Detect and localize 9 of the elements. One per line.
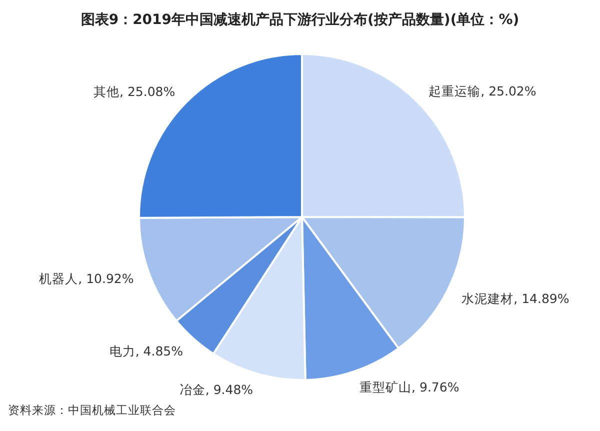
slice-label: 机器人, 10.92% <box>39 271 134 286</box>
slice-label: 冶金, 9.48% <box>179 382 254 398</box>
text: 资料来源：中国机械工业联合会 <box>8 403 176 417</box>
slice-label: 其他, 25.08% <box>94 84 176 99</box>
slice-label: 水泥建材, 14.89% <box>462 290 570 306</box>
slice-label: 电力, 4.85% <box>109 344 184 359</box>
slice-label: 重型矿山, 9.76% <box>360 379 460 394</box>
chart-title: 图表9：2019年中国减速机产品下游行业分布(按产品数量)(单位：%) <box>80 11 520 28</box>
slice-label: 起重运输, 25.02% <box>428 84 536 99</box>
